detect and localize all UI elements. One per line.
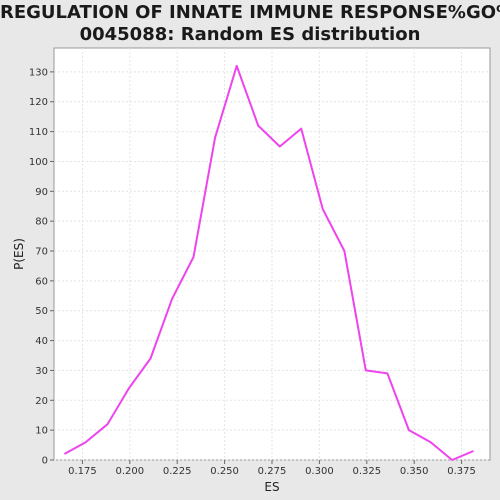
y-axis-label: P(ES) [12,238,26,270]
es-distribution-line [63,64,474,461]
series-group [63,64,474,461]
chart-title-line-1: REGULATION OF INNATE IMMUNE RESPONSE%GO%… [0,2,500,23]
x-axis: 0.175 0.200 0.225 0.250 0.275 0.300 0.325 0.350… [68,460,476,477]
y-tick-label: 80 [35,217,48,228]
y-tick-label: 120 [29,97,48,108]
y-tick-label: 90 [35,187,48,198]
y-axis: 0 10 20 30 40 50 60 70 80 90 100 110 120 130 [29,67,54,467]
chart-title-line-2: 0045088: Random ES distribution [79,24,421,45]
y-tick-label: 0 [42,456,48,467]
x-tick-label: 0.300 [305,466,334,477]
y-tick-label: 30 [35,366,48,377]
x-tick-label: 0.325 [352,466,381,477]
x-tick-label: 0.275 [258,466,287,477]
y-tick-label: 130 [29,67,48,78]
x-tick-label: 0.375 [447,466,476,477]
y-tick-label: 50 [35,306,48,317]
y-tick-label: 100 [29,157,48,168]
y-tick-label: 110 [29,127,48,138]
y-tick-label: 40 [35,336,48,347]
grid-lines [54,48,490,461]
x-tick-label: 0.250 [210,466,239,477]
x-tick-label: 0.200 [116,466,145,477]
x-tick-label: 0.225 [163,466,192,477]
y-tick-label: 70 [35,247,48,258]
x-tick-label: 0.175 [68,466,97,477]
y-tick-label: 20 [35,396,48,407]
x-axis-label: ES [264,480,279,494]
y-tick-label: 60 [35,276,48,287]
x-tick-label: 0.350 [400,466,429,477]
y-tick-label: 10 [35,426,48,437]
